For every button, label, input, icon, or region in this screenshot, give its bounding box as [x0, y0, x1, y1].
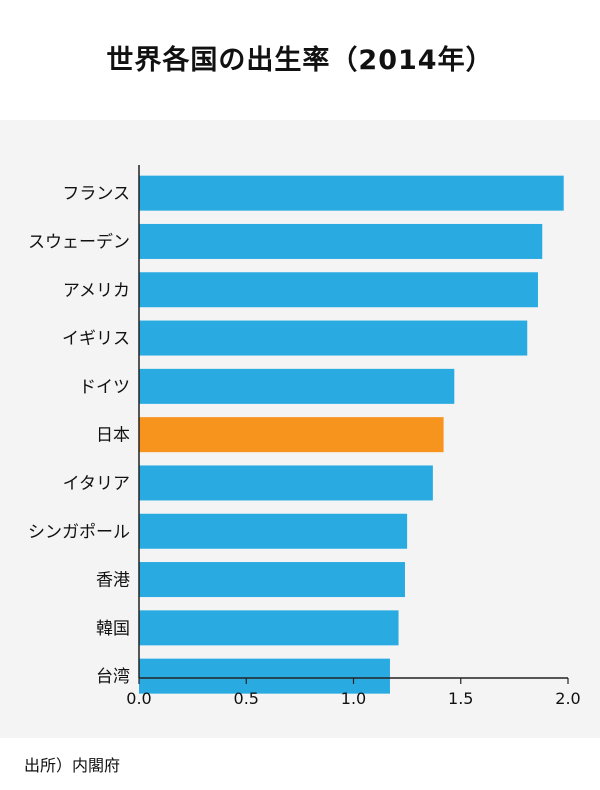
category-label: シンガポール — [28, 522, 130, 542]
bar-台湾 — [139, 658, 390, 694]
bar-chart: フランススウェーデンアメリカイギリスドイツ日本イタリアシンガポール香港韓国台湾 … — [28, 165, 581, 708]
bar-香港 — [139, 562, 405, 598]
bar-シンガポール — [139, 513, 408, 549]
bar-イギリス — [139, 320, 528, 356]
category-label: 台湾 — [96, 667, 130, 687]
category-label: 香港 — [96, 571, 130, 591]
bar-日本 — [139, 417, 444, 453]
bar-アメリカ — [139, 272, 538, 308]
bar-スウェーデン — [139, 223, 543, 259]
category-label: フランス — [62, 184, 130, 204]
category-label: 日本 — [96, 426, 130, 446]
category-label: イタリア — [63, 474, 130, 494]
x-tick-label: 2.0 — [555, 689, 580, 708]
category-label: 韓国 — [96, 619, 130, 639]
bar-フランス — [139, 175, 564, 211]
category-label: イギリス — [62, 329, 130, 349]
axes-group: 0.0 0.5 1.0 1.5 2.0 — [126, 165, 581, 708]
bar-韓国 — [139, 610, 399, 646]
chart-title: 世界各国の出生率（2014年） — [106, 45, 494, 76]
source-note: 出所）内閣府 — [24, 756, 121, 775]
category-label: スウェーデン — [28, 231, 130, 252]
x-tick-label: 1.0 — [341, 689, 366, 708]
x-tick-label: 0.5 — [234, 689, 259, 708]
bar-ドイツ — [139, 368, 455, 404]
category-label: ドイツ — [79, 377, 130, 397]
bars-group — [139, 175, 564, 694]
bar-イタリア — [139, 465, 433, 501]
category-label: アメリカ — [63, 281, 130, 301]
x-tick-label: 1.5 — [448, 689, 473, 708]
x-tick-label: 0.0 — [126, 689, 151, 708]
